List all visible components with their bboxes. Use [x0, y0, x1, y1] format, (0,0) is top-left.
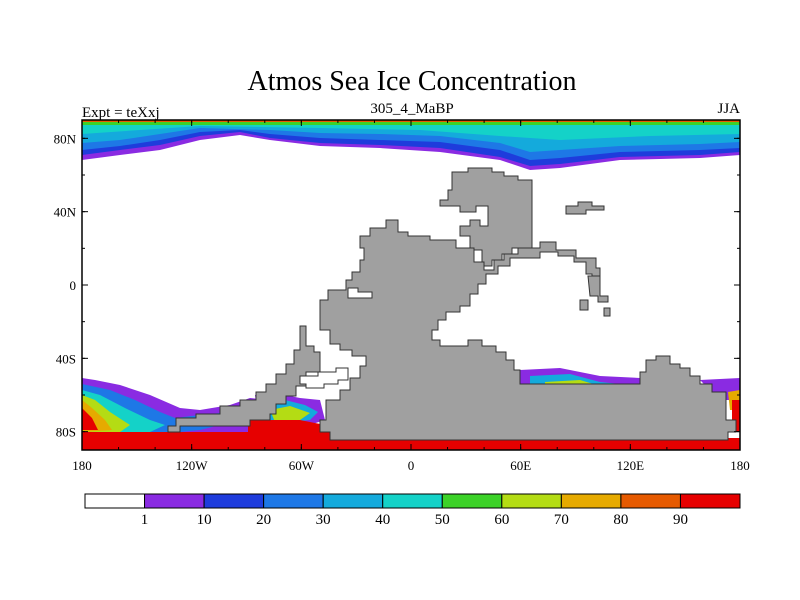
- y-tick-label: 80N: [54, 131, 77, 146]
- colorbar: 1 10 20 30 40 50 60 70 80 90: [84, 493, 741, 528]
- colorbar-swatch: [322, 493, 384, 509]
- map-plot-area: [81, 119, 741, 451]
- y-axis-ticks: 80N 40N 0 40S 80S: [54, 131, 740, 440]
- chart-title: Atmos Sea Ice Concentration: [248, 66, 577, 97]
- colorbar-swatch: [560, 493, 622, 509]
- chart-subtitle: 305_4_MaBP: [370, 101, 453, 117]
- arctic-sea-ice: [82, 120, 740, 170]
- y-tick-label: 40S: [56, 351, 76, 366]
- colorbar-label: 1: [141, 512, 149, 528]
- inland-sea-2: [299, 367, 349, 389]
- colorbar-label: 70: [554, 512, 569, 528]
- colorbar-label: 10: [197, 512, 212, 528]
- south-ice-weddell-level-3: [270, 406, 310, 422]
- land-island-east-3: [579, 299, 589, 311]
- colorbar-label: 30: [316, 512, 331, 528]
- y-tick-label: 0: [70, 278, 77, 293]
- colorbar-label: 50: [435, 512, 450, 528]
- colorbar-label: 60: [494, 512, 509, 528]
- land-island-east-4: [603, 307, 611, 317]
- colorbar-label: 40: [375, 512, 390, 528]
- colorbar-swatch: [144, 493, 205, 509]
- x-tick-label: 0: [408, 458, 415, 473]
- y-tick-label: 80S: [56, 425, 76, 440]
- x-tick-label: 180: [72, 458, 92, 473]
- colorbar-swatch: [203, 493, 265, 509]
- colorbar-swatch: [263, 493, 324, 509]
- inland-sea-1: [347, 287, 373, 299]
- south-ice-west-level-6: [82, 408, 98, 430]
- land-central-supercontinent: [319, 219, 737, 441]
- colorbar-label: 90: [673, 512, 688, 528]
- colorbar-swatch: [441, 493, 503, 509]
- colorbar-swatch: [501, 493, 562, 509]
- colorbar-swatch: [84, 493, 146, 509]
- colorbar-swatch: [382, 493, 443, 509]
- colorbar-swatch: [620, 493, 681, 509]
- x-tick-label: 60W: [289, 458, 315, 473]
- x-tick-label: 120E: [617, 458, 645, 473]
- experiment-label: Expt = teXxj: [82, 105, 160, 121]
- x-tick-label: 120W: [176, 458, 209, 473]
- inland-seas: [299, 287, 373, 389]
- south-pole-ice-band-inner: [82, 432, 330, 440]
- season-label: JJA: [717, 101, 740, 117]
- antarctic-sea-ice: [82, 368, 740, 450]
- land-island-east-1: [565, 201, 605, 215]
- colorbar-label: 20: [256, 512, 271, 528]
- colorbar-swatch: [679, 493, 741, 509]
- x-tick-label: 60E: [510, 458, 531, 473]
- land-island-east-2: [587, 275, 609, 303]
- colorbar-label: 80: [613, 512, 628, 528]
- x-axis-ticks: 180 120W 60W 0 60E 120E 180: [72, 120, 750, 473]
- land-west-arm: [167, 325, 321, 433]
- land-masses: [167, 167, 737, 441]
- y-tick-label: 40N: [54, 205, 77, 220]
- x-tick-label: 180: [730, 458, 750, 473]
